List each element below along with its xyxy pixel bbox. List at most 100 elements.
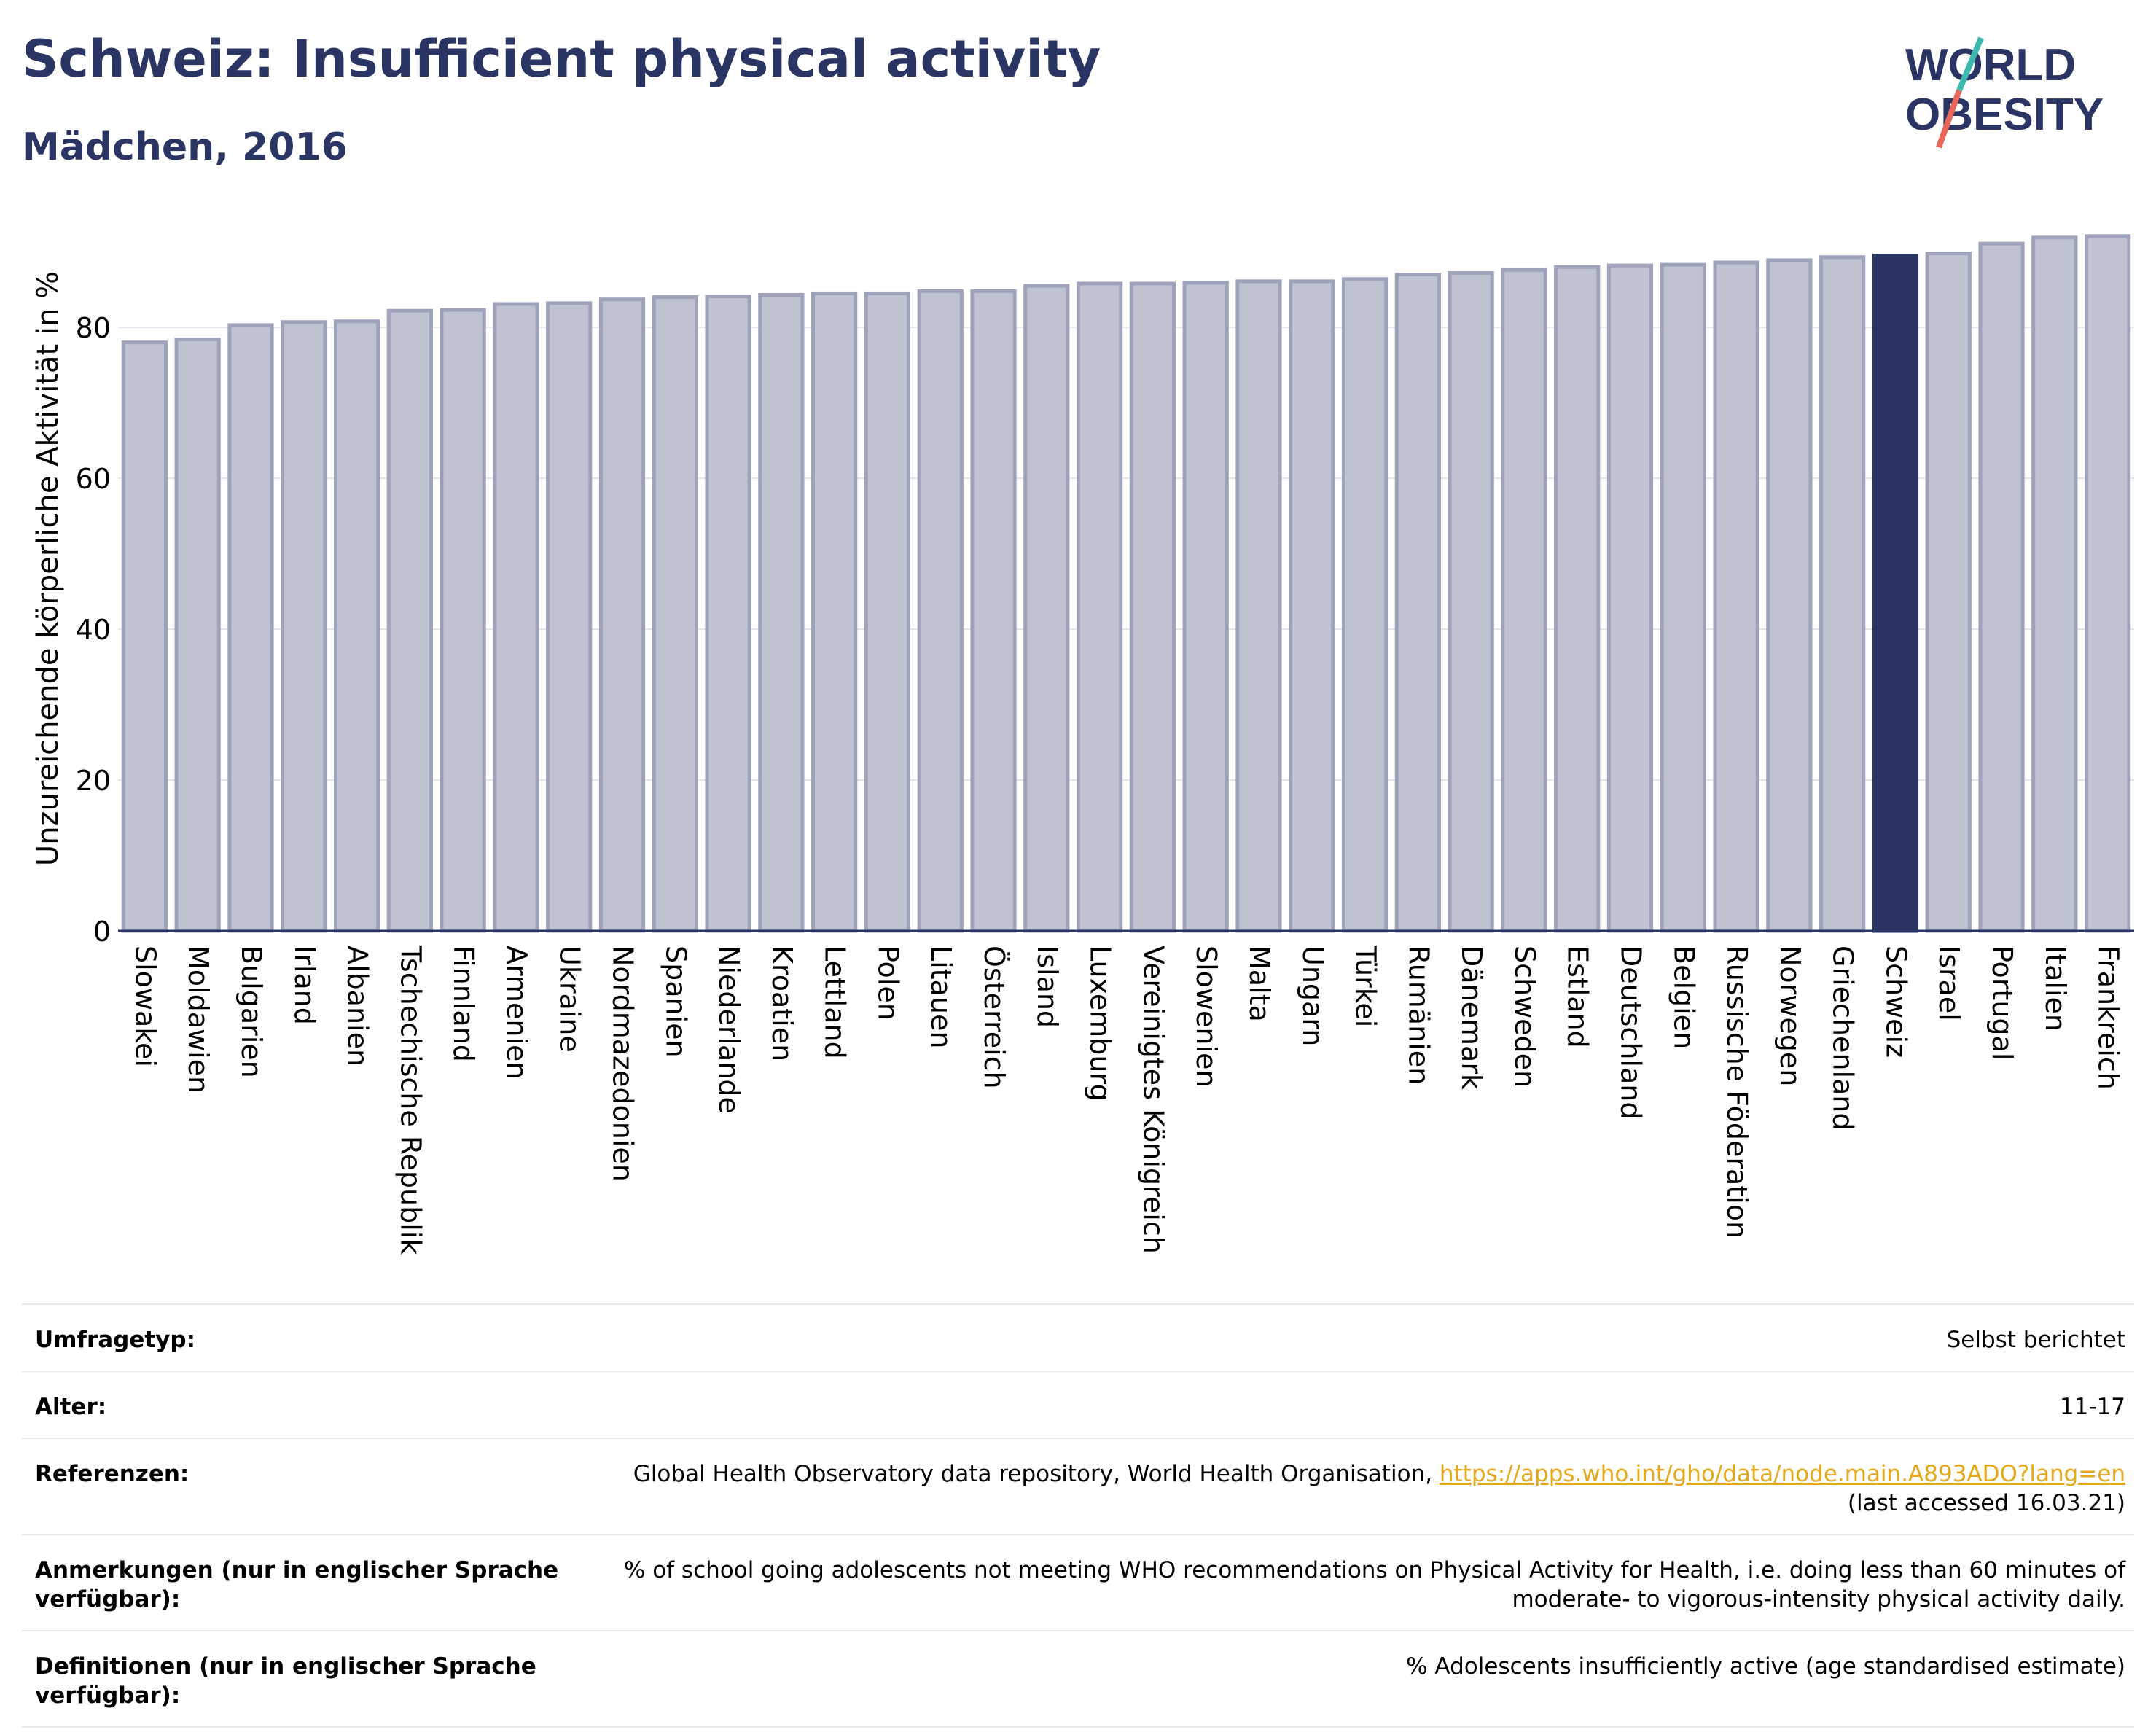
bar-österreich bbox=[970, 289, 1017, 933]
x-tick-label: Lettland bbox=[819, 946, 851, 1059]
info-label: Referenzen: bbox=[35, 1461, 190, 1487]
bar-kroatien bbox=[758, 292, 805, 933]
bar-ukraine bbox=[546, 301, 593, 933]
logo-line1: WORLD bbox=[1905, 40, 2076, 90]
bar-israel bbox=[1925, 252, 1972, 933]
bar-polen bbox=[864, 291, 911, 933]
x-tick-label: Frankreich bbox=[2093, 946, 2125, 1090]
bar-ungarn bbox=[1289, 279, 1335, 933]
x-tick-label: Polen bbox=[872, 946, 904, 1021]
x-tick-label: Schweiz bbox=[1880, 946, 1912, 1058]
x-tick-label: Portugal bbox=[1986, 946, 2018, 1060]
x-tick-label: Norwegen bbox=[1774, 946, 1806, 1086]
reference-text: Global Health Observatory data repositor… bbox=[633, 1461, 1433, 1487]
bar-schweiz bbox=[1872, 254, 1919, 933]
info-label: Umfragetyp: bbox=[35, 1327, 195, 1353]
info-value: Selbst berichtet bbox=[1946, 1327, 2125, 1353]
y-tick-label: 80 bbox=[76, 312, 111, 344]
bar-spanien bbox=[652, 295, 698, 933]
info-value: 11-17 bbox=[2059, 1394, 2125, 1420]
x-tick-label: Island bbox=[1031, 946, 1063, 1028]
info-value: Global Health Observatory data repositor… bbox=[574, 1459, 2125, 1518]
reference-link[interactable]: https://apps.who.int/gho/data/node.main.… bbox=[1439, 1461, 2125, 1487]
info-row-references: Referenzen: Global Health Observatory da… bbox=[22, 1438, 2134, 1534]
bar-griechenland bbox=[1819, 255, 1866, 933]
x-tick-label: Rumänien bbox=[1402, 946, 1434, 1085]
chart-title: Schweiz: Insufficient physical activity bbox=[22, 29, 1101, 89]
info-table: Umfragetyp: Selbst berichtet Alter: 11-1… bbox=[22, 1303, 2134, 1728]
reference-accessed: (last accessed 16.03.21) bbox=[1847, 1490, 2125, 1516]
x-tick-label: Kroatien bbox=[766, 946, 798, 1061]
bar-belgien bbox=[1660, 262, 1706, 933]
info-label: Alter: bbox=[35, 1394, 107, 1420]
x-tick-label: Ukraine bbox=[554, 946, 586, 1053]
bar-rumänien bbox=[1394, 273, 1441, 933]
x-tick-label: Malta bbox=[1243, 946, 1276, 1022]
x-tick-label: Estland bbox=[1562, 946, 1594, 1048]
bar-italien bbox=[2031, 235, 2078, 933]
x-tick-label: Vereinigtes Königreich bbox=[1137, 946, 1169, 1254]
bar-norwegen bbox=[1766, 258, 1813, 933]
bar-vereinigtes-königreich bbox=[1129, 281, 1176, 933]
bar-niederlande bbox=[705, 295, 751, 933]
bar-island bbox=[1023, 284, 1070, 933]
x-tick-label: Russische Föderation bbox=[1721, 946, 1753, 1239]
bar-luxemburg bbox=[1076, 281, 1123, 933]
y-tick-label: 0 bbox=[93, 916, 111, 948]
x-tick-label: Israel bbox=[1933, 946, 1965, 1021]
y-tick-label: 60 bbox=[76, 463, 111, 495]
bar-tschechische-republik bbox=[386, 308, 433, 933]
bar-deutschland bbox=[1606, 263, 1654, 933]
logo-line2: OBESITY bbox=[1905, 90, 2104, 140]
bar-slowenien bbox=[1182, 281, 1229, 933]
x-tick-label: Luxemburg bbox=[1085, 946, 1117, 1102]
info-value: % of school going adolescents not meetin… bbox=[623, 1557, 2125, 1613]
bar-irland bbox=[281, 320, 327, 933]
y-tick-label: 20 bbox=[76, 765, 111, 797]
bar-albanien bbox=[333, 319, 380, 933]
bar-dänemark bbox=[1448, 270, 1494, 933]
x-tick-label: Slowakei bbox=[129, 946, 161, 1067]
x-tick-label: Tschechische Republik bbox=[394, 945, 426, 1255]
info-value: % Adolescents insufficiently active (age… bbox=[1406, 1653, 2125, 1680]
x-tick-label: Finnland bbox=[448, 946, 480, 1062]
x-tick-label: Ungarn bbox=[1297, 946, 1329, 1046]
info-row-survey-type: Umfragetyp: Selbst berichtet bbox=[22, 1303, 2134, 1371]
info-row-definitions: Definitionen (nur in englischer Sprache … bbox=[22, 1630, 2134, 1728]
bar-armenien bbox=[493, 302, 539, 933]
x-tick-label: Österreich bbox=[978, 946, 1010, 1089]
x-tick-label: Slowenien bbox=[1190, 946, 1222, 1088]
bar-frankreich bbox=[2084, 234, 2131, 933]
x-tick-label: Griechenland bbox=[1827, 946, 1859, 1131]
x-tick-label: Bulgarien bbox=[235, 946, 267, 1078]
bar-slowakei bbox=[121, 340, 168, 933]
info-label: Anmerkungen (nur in englischer Sprache v… bbox=[35, 1557, 559, 1613]
y-axis-label: Unzureichende körperliche Aktivität in % bbox=[31, 270, 65, 867]
bar-türkei bbox=[1341, 277, 1388, 933]
x-tick-label: Nordmazedonien bbox=[607, 946, 639, 1182]
logo-slash-teal bbox=[1956, 36, 1984, 92]
y-tick-label: 40 bbox=[76, 614, 111, 646]
logo-slash-coral bbox=[1936, 89, 1962, 149]
x-tick-label: Schweden bbox=[1509, 946, 1541, 1088]
bar-litauen bbox=[917, 289, 964, 933]
x-tick-label: Türkei bbox=[1350, 945, 1382, 1027]
info-row-notes: Anmerkungen (nur in englischer Sprache v… bbox=[22, 1534, 2134, 1630]
x-tick-label: Belgien bbox=[1668, 946, 1700, 1049]
bar-schweden bbox=[1501, 268, 1547, 933]
bar-finnland bbox=[440, 308, 486, 933]
info-label: Definitionen (nur in englischer Sprache … bbox=[35, 1653, 536, 1709]
bar-moldawien bbox=[174, 338, 221, 933]
bar-estland bbox=[1554, 265, 1601, 933]
bar-portugal bbox=[1978, 241, 2025, 933]
x-tick-label: Armenien bbox=[501, 946, 533, 1079]
bar-bulgarien bbox=[227, 323, 274, 933]
info-row-age: Alter: 11-17 bbox=[22, 1371, 2134, 1438]
world-obesity-logo: WORLD OBESITY bbox=[1905, 36, 2104, 149]
x-tick-label: Dänemark bbox=[1456, 946, 1488, 1090]
x-tick-label: Niederlande bbox=[713, 946, 745, 1114]
chart-subtitle: Mädchen, 2016 bbox=[22, 125, 348, 169]
bar-malta bbox=[1235, 279, 1282, 933]
bar-lettland bbox=[811, 291, 858, 933]
x-tick-label: Deutschland bbox=[1615, 946, 1647, 1119]
